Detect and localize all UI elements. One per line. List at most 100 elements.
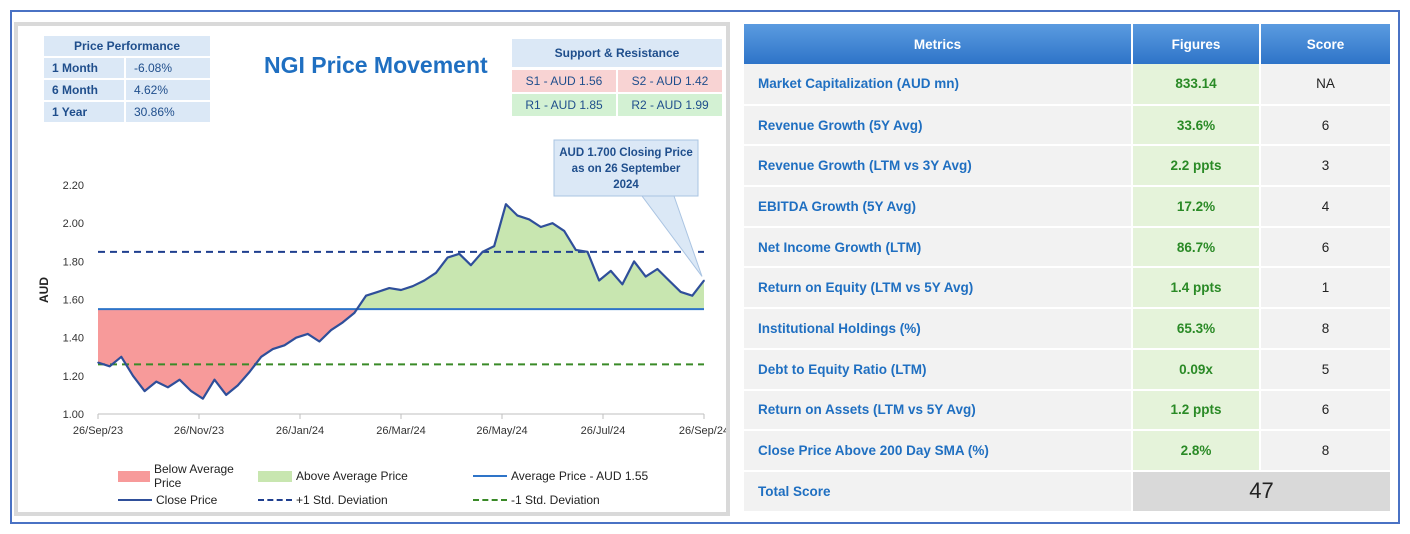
legend-label-above: Above Average Price: [296, 469, 408, 483]
close-price-point: [458, 252, 461, 255]
annotation-text: 2024: [613, 179, 639, 191]
legend-swatch-plus-sd: [258, 499, 292, 501]
below-average-area: [98, 309, 704, 399]
metric-figure: 65.3%: [1132, 308, 1261, 350]
close-price-point: [272, 348, 274, 350]
legend-swatch-below: [118, 470, 150, 482]
close-price-point: [446, 256, 449, 259]
metric-score: 8: [1260, 430, 1392, 472]
y-tick-label: 1.00: [63, 409, 84, 421]
close-price-point: [575, 249, 577, 251]
resistance-1: R1 - AUD 1.85: [512, 94, 616, 116]
close-price-point: [376, 291, 379, 293]
legend-below: Below Average Price: [118, 462, 258, 490]
perf-value: -6.08%: [126, 58, 210, 78]
close-price-point: [283, 344, 286, 347]
close-price-point: [225, 394, 227, 396]
header-figures: Figures: [1132, 24, 1261, 64]
perf-value: 4.62%: [126, 80, 210, 100]
close-price-point: [679, 291, 682, 293]
annotation-text: AUD 1.700 Closing Price: [559, 147, 693, 159]
close-price-point: [633, 260, 635, 263]
support-resistance-box: Support & Resistance S1 - AUD 1.56 S2 - …: [512, 39, 722, 116]
metric-figure: 0.09x: [1132, 348, 1261, 391]
legend-close: Close Price: [118, 493, 258, 507]
metrics-table: Metrics Figures Score Market Capitalizat…: [744, 24, 1392, 513]
legend-label-minus-sd: -1 Std. Deviation: [511, 493, 600, 507]
close-price-point: [341, 321, 344, 324]
metric-figure: 17.2%: [1132, 186, 1261, 228]
table-row: Net Income Growth (LTM) 86.7% 6: [744, 226, 1392, 269]
metric-score: 6: [1260, 389, 1392, 432]
close-price-point: [202, 397, 204, 400]
x-tick-label: 26/Nov/23: [174, 425, 224, 437]
y-axis-label: AUD: [37, 277, 51, 303]
table-row: Market Capitalization (AUD mn) 833.14 NA: [744, 64, 1392, 106]
y-tick-label: 1.60: [63, 295, 84, 307]
metric-name: Net Income Growth (LTM): [744, 226, 1133, 269]
metric-name: Revenue Growth (5Y Avg): [744, 104, 1133, 147]
close-price-point: [703, 279, 705, 282]
close-price-point: [423, 279, 426, 282]
close-price-point: [353, 312, 356, 314]
legend-label-plus-sd: +1 Std. Deviation: [296, 493, 388, 507]
close-price-point: [306, 333, 309, 335]
table-row: Close Price Above 200 Day SMA (%) 2.8% 8: [744, 430, 1392, 472]
annotation-pointer: [641, 195, 703, 277]
close-price-point: [644, 275, 647, 278]
close-price-point: [411, 285, 414, 287]
close-price-point: [656, 268, 659, 270]
metric-figure: 1.4 ppts: [1132, 267, 1261, 310]
metric-name: Institutional Holdings (%): [744, 308, 1133, 350]
close-price-point: [435, 272, 437, 274]
close-price-point: [155, 380, 158, 383]
metric-name: Market Capitalization (AUD mn): [744, 64, 1133, 106]
close-price-point: [365, 294, 367, 297]
close-price-point: [551, 222, 554, 225]
legend-label-close: Close Price: [156, 493, 218, 507]
annotation-box: [553, 139, 699, 197]
metric-score: NA: [1260, 64, 1392, 106]
legend-label-below: Below Average Price: [154, 462, 234, 490]
close-price-point: [528, 218, 530, 221]
close-price-point: [295, 336, 297, 339]
metric-score: 6: [1260, 226, 1392, 269]
close-price-point: [563, 230, 565, 232]
metric-score: 8: [1260, 308, 1392, 350]
table-row: 1 Year 30.86%: [44, 102, 210, 122]
x-tick-label: 26/Jul/24: [581, 425, 626, 437]
close-price-point: [260, 355, 262, 358]
legend-swatch-above: [258, 470, 292, 482]
table-row: Debt to Equity Ratio (LTM) 0.09x 5: [744, 348, 1392, 391]
metric-score: 1: [1260, 267, 1392, 310]
metric-score: 3: [1260, 145, 1392, 188]
legend-average: Average Price - AUD 1.55: [473, 469, 648, 483]
legend-above: Above Average Price: [258, 469, 473, 483]
metric-figure: 2.8%: [1132, 430, 1261, 472]
x-tick-label: 26/Sep/23: [73, 425, 123, 437]
close-price-point: [598, 279, 600, 282]
metric-figure: 2.2 ppts: [1132, 145, 1261, 188]
table-row: Revenue Growth (5Y Avg) 33.6% 6: [744, 104, 1392, 147]
metric-name: Close Price Above 200 Day SMA (%): [744, 430, 1133, 472]
legend-swatch-close: [118, 499, 152, 501]
total-label: Total Score: [744, 470, 1133, 513]
perf-label: 6 Month: [44, 80, 124, 100]
close-price-point: [505, 203, 507, 205]
close-price-point: [213, 378, 216, 381]
x-tick-label: 26/Mar/24: [376, 425, 426, 437]
close-price-point: [400, 289, 402, 291]
perf-value: 30.86%: [126, 102, 210, 122]
close-price-point: [108, 365, 111, 368]
close-price-point: [330, 329, 332, 331]
close-price-point: [470, 264, 472, 266]
metric-name: Revenue Growth (LTM vs 3Y Avg): [744, 145, 1133, 188]
metric-name: Return on Equity (LTM vs 5Y Avg): [744, 267, 1133, 310]
support-2: S2 - AUD 1.42: [618, 70, 722, 92]
table-row: 6 Month 4.62%: [44, 80, 210, 100]
table-row: Return on Equity (LTM vs 5Y Avg) 1.4 ppts…: [744, 267, 1392, 310]
close-price-point: [143, 390, 146, 392]
close-price-point: [586, 251, 589, 253]
metric-score: 6: [1260, 104, 1392, 147]
y-tick-label: 2.00: [63, 218, 84, 230]
